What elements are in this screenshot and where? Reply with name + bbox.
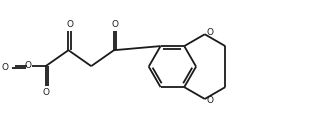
- Text: O: O: [42, 88, 49, 97]
- Text: O: O: [207, 96, 214, 105]
- Text: O: O: [66, 20, 73, 29]
- Text: O: O: [25, 61, 32, 70]
- Text: O: O: [112, 20, 119, 29]
- Text: O: O: [1, 63, 8, 72]
- Text: O: O: [207, 28, 214, 37]
